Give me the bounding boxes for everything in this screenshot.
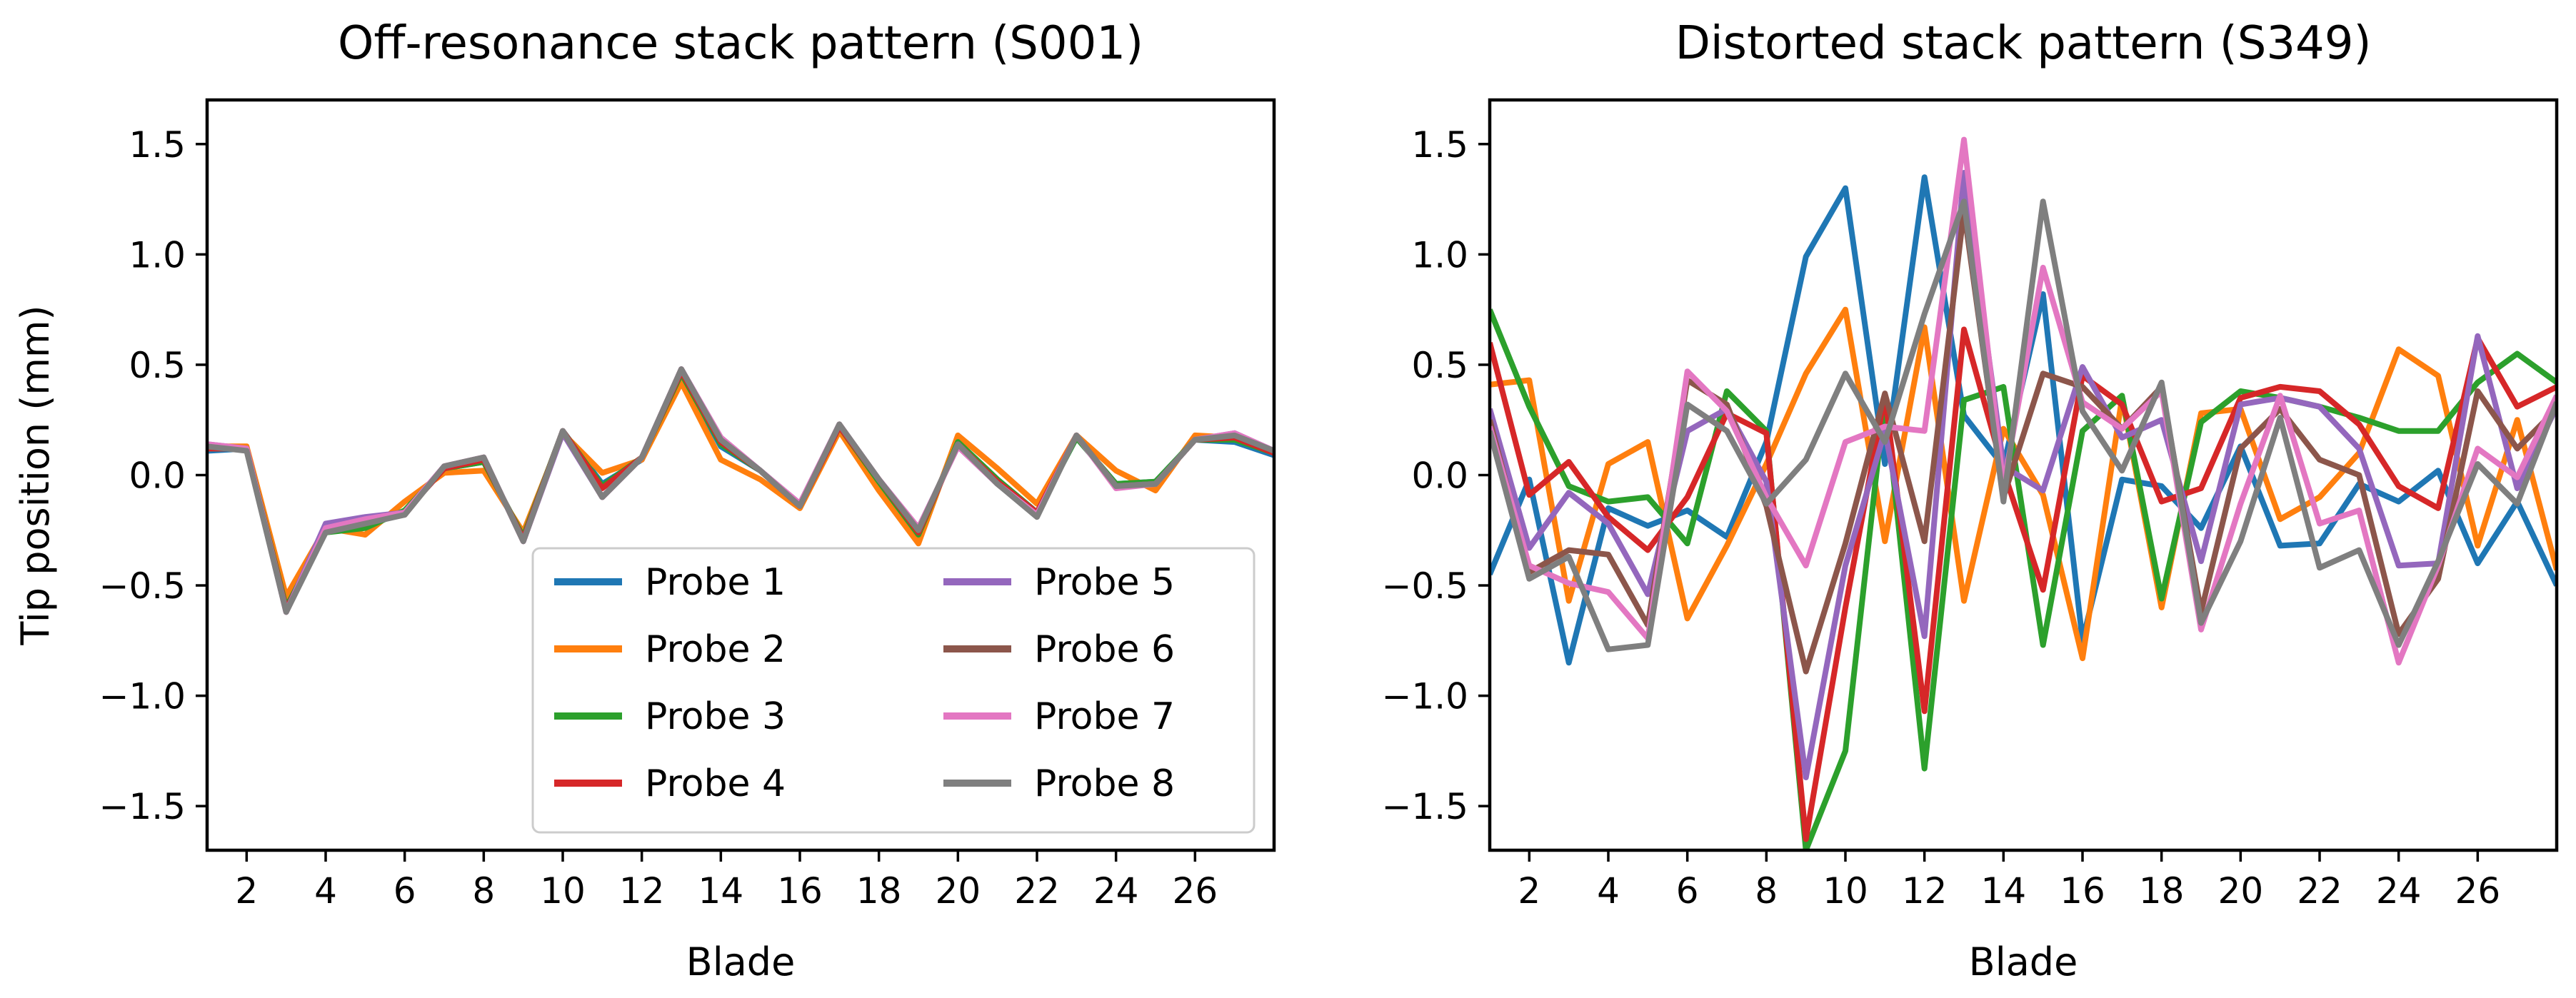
x-tick-label: 26 [1173,870,1218,912]
y-tick-label: −1.5 [99,786,186,827]
legend-label: Probe 1 [645,561,786,604]
y-tick-label: −1.0 [99,676,186,717]
chart-panel-1: 2 4 6 8 10 12 14 16 18 20 22 24 26−1.5−1.0−0.50.00.5… [13,17,1276,984]
x-tick-label: 2 [235,870,258,912]
legend-box [531,547,1256,834]
x-tick-label: 8 [1755,870,1778,912]
legend-label: Probe 6 [1034,628,1175,671]
x-tick-label: 22 [1014,870,1060,912]
y-tick-label: 0.5 [1411,345,1468,386]
legend-item-probe-5: Probe 5 [943,561,1175,604]
y-tick-label: −0.5 [1382,565,1468,607]
x-tick-label: 2 [1518,870,1540,912]
legend-item-probe-2: Probe 2 [554,628,786,671]
y-tick-label: 1.0 [1411,234,1468,276]
x-tick-label: 18 [856,870,902,912]
x-tick-label: 20 [936,870,981,912]
legend-item-probe-7: Probe 7 [943,695,1175,738]
x-tick-label: 6 [1676,870,1699,912]
legend-item-probe-3: Probe 3 [554,695,786,738]
x-tick-label: 4 [314,870,337,912]
series-line-probe-8 [1490,198,2557,652]
y-tick-label: 1.5 [1411,124,1468,166]
x-tick-label: 26 [2455,870,2501,912]
x-tick-label: 14 [1981,870,2027,912]
series-line-probe-5 [1490,170,2557,780]
x-tick-label: 18 [2139,870,2185,912]
x-tick-label: 24 [1093,870,1139,912]
x-tick-label: 24 [2376,870,2422,912]
chart-title: Distorted stack pattern (S349) [1675,17,2372,70]
chart-title: Off-resonance stack pattern (S001) [338,17,1143,70]
legend-label: Probe 2 [645,628,786,671]
legend-label: Probe 7 [1034,695,1175,738]
legend-item-probe-8: Probe 8 [943,762,1175,805]
series-line-probe-7 [1490,136,2557,666]
y-tick-label: −1.0 [1382,676,1468,717]
series-group [207,366,1274,615]
chart-panel-2: 2 4 6 8 10 12 14 16 18 20 22 24 26−1.5−1.0−0.50.00.5… [1382,17,2559,984]
x-tick-label: 16 [2060,870,2105,912]
x-tick-label: 10 [540,870,586,912]
y-tick-label: −0.5 [99,565,186,607]
legend-item-probe-4: Probe 4 [554,762,786,805]
y-tick-label: 0.0 [1411,455,1468,497]
x-tick-label: 20 [2218,870,2264,912]
x-axis-label: Blade [1969,939,2078,984]
y-tick-label: −1.5 [1382,786,1468,827]
legend-label: Probe 8 [1034,762,1175,805]
x-tick-label: 10 [1823,870,1868,912]
series-line-probe-8 [207,366,1274,615]
y-tick-label: 0.0 [129,455,186,497]
x-tick-label: 12 [1902,870,1948,912]
x-tick-label: 4 [1597,870,1620,912]
x-tick-label: 12 [619,870,665,912]
legend-label: Probe 4 [645,762,786,805]
legend-item-probe-6: Probe 6 [943,628,1175,671]
x-tick-label: 22 [2297,870,2342,912]
x-axis-label: Blade [686,939,796,984]
legend-label: Probe 3 [645,695,786,738]
x-tick-label: 16 [777,870,823,912]
x-tick-label: 14 [698,870,744,912]
y-tick-label: 1.0 [129,234,186,276]
legend: Probe 1 Probe 2 Probe 3 Probe 4 Probe 5 Probe… [531,547,1256,834]
y-tick-label: 1.5 [129,124,186,166]
series-group [1490,136,2557,850]
x-tick-label: 8 [472,870,495,912]
y-tick-label: 0.5 [129,345,186,386]
legend-item-probe-1: Probe 1 [554,561,786,604]
y-axis-label: Tip position (mm) [13,305,58,645]
legend-label: Probe 5 [1034,561,1175,604]
x-tick-label: 6 [394,870,416,912]
